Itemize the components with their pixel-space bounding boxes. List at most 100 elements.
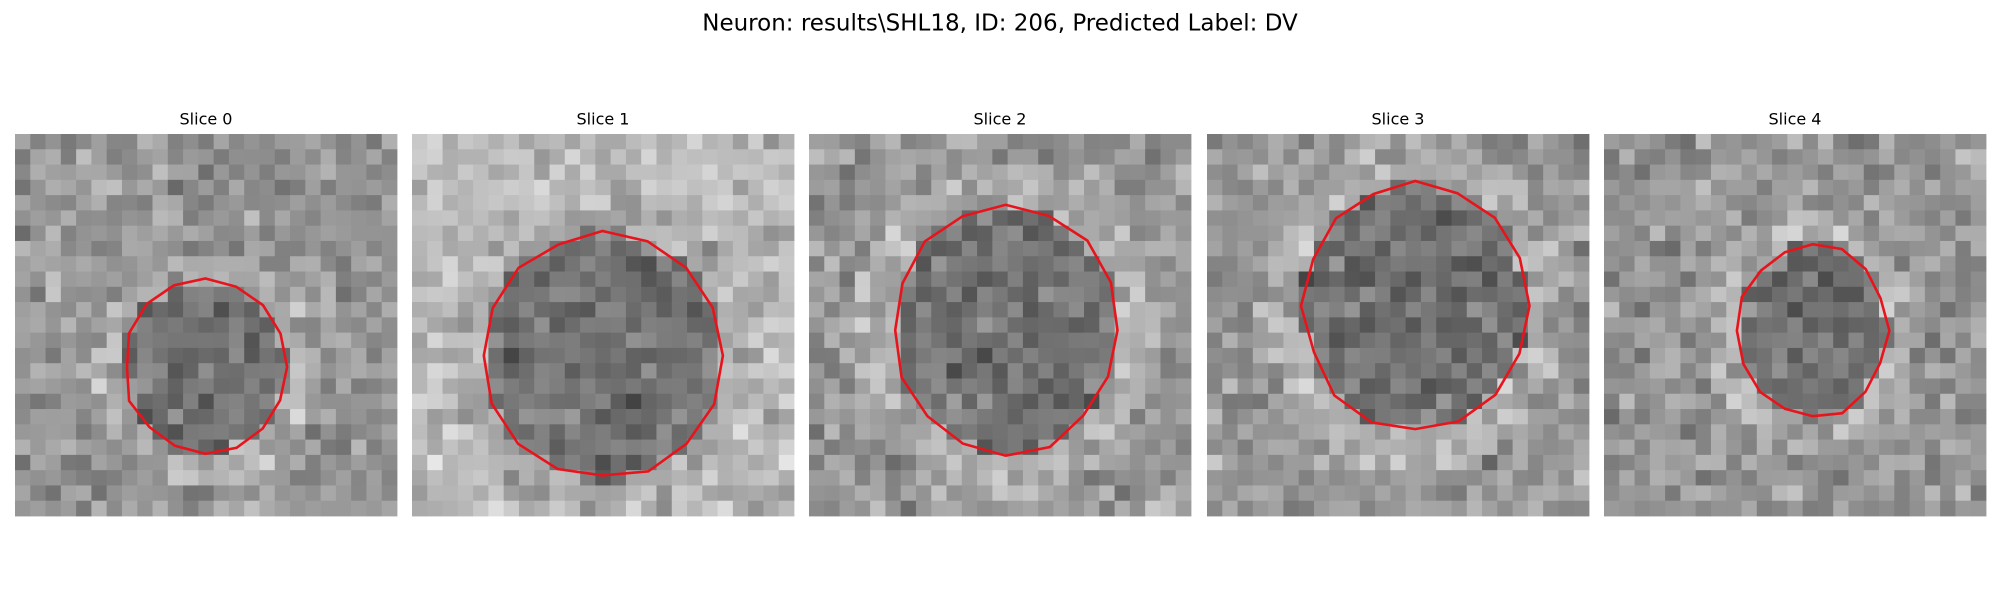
image-pixel — [1940, 210, 1956, 227]
image-pixel — [1756, 195, 1773, 211]
image-pixel — [228, 454, 245, 471]
image-pixel — [1833, 302, 1849, 318]
image-pixel — [1482, 454, 1498, 471]
image-pixel — [854, 317, 871, 334]
image-pixel — [121, 302, 138, 318]
image-pixel — [595, 378, 612, 395]
image-pixel — [549, 149, 566, 165]
image-pixel — [228, 500, 245, 517]
image-pixel — [1466, 485, 1483, 502]
image-pixel — [1114, 439, 1131, 456]
image-pixel — [1665, 271, 1681, 288]
image-pixel — [580, 332, 596, 349]
image-pixel — [1436, 347, 1452, 364]
image-pixel — [427, 485, 443, 502]
image-pixel — [580, 179, 596, 196]
image-pixel — [1527, 210, 1544, 227]
image-pixel — [1160, 409, 1177, 425]
image-pixel — [1084, 363, 1100, 379]
image-pixel — [1451, 363, 1468, 379]
image-pixel — [1909, 240, 1926, 257]
image-pixel — [488, 225, 505, 242]
image-pixel — [946, 454, 963, 471]
image-pixel — [60, 363, 77, 379]
image-pixel — [1268, 179, 1284, 196]
image-pixel — [1497, 470, 1513, 486]
image-pixel — [1924, 363, 1941, 379]
image-pixel — [1237, 393, 1254, 410]
image-pixel — [412, 286, 428, 303]
image-pixel — [1466, 363, 1483, 379]
image-pixel — [351, 225, 367, 242]
image-pixel — [1879, 363, 1895, 379]
image-pixel — [1298, 271, 1315, 288]
image-pixel — [106, 210, 123, 227]
image-pixel — [60, 454, 77, 471]
image-pixel — [778, 256, 795, 272]
image-pixel — [1833, 179, 1849, 196]
image-pixel — [839, 332, 856, 349]
image-pixel — [457, 393, 474, 410]
image-pixel — [824, 317, 840, 334]
image-pixel — [274, 225, 291, 242]
image-pixel — [1390, 286, 1407, 303]
image-pixel — [1527, 332, 1544, 349]
image-pixel — [213, 332, 230, 349]
image-pixel — [518, 424, 535, 440]
image-pixel — [1756, 424, 1773, 440]
image-pixel — [274, 164, 291, 181]
image-pixel — [1466, 332, 1483, 349]
image-pixel — [1756, 179, 1773, 196]
image-pixel — [839, 317, 856, 334]
image-pixel — [1772, 195, 1788, 211]
image-pixel — [1344, 485, 1361, 502]
image-pixel — [1207, 317, 1223, 334]
image-pixel — [473, 485, 489, 502]
image-pixel — [625, 149, 642, 165]
image-pixel — [1543, 256, 1559, 272]
image-pixel — [1940, 393, 1956, 410]
image-pixel — [503, 149, 520, 165]
image-pixel — [1512, 409, 1529, 425]
image-pixel — [549, 179, 566, 196]
image-pixel — [1558, 179, 1575, 196]
image-pixel — [1756, 240, 1773, 257]
image-pixel — [45, 332, 62, 349]
image-pixel — [1329, 409, 1345, 425]
image-pixel — [412, 424, 428, 440]
image-pixel — [152, 256, 169, 272]
image-pixel — [213, 195, 230, 211]
image-pixel — [381, 317, 398, 334]
image-pixel — [854, 500, 871, 517]
image-pixel — [1726, 454, 1742, 471]
image-pixel — [1114, 302, 1131, 318]
image-pixel — [1359, 485, 1376, 502]
image-pixel — [1359, 302, 1376, 318]
image-pixel — [152, 164, 169, 181]
image-pixel — [1772, 363, 1788, 379]
image-pixel — [1114, 363, 1131, 379]
image-pixel — [274, 271, 291, 288]
image-pixel — [717, 286, 734, 303]
image-pixel — [1543, 470, 1559, 486]
image-pixel — [259, 470, 276, 486]
image-pixel — [1053, 378, 1070, 395]
image-pixel — [259, 393, 276, 410]
image-pixel — [1940, 256, 1956, 272]
image-pixel — [76, 347, 92, 364]
image-pixel — [1604, 454, 1620, 471]
image-pixel — [351, 378, 367, 395]
image-pixel — [763, 195, 780, 211]
image-pixel — [1145, 210, 1161, 227]
image-pixel — [167, 363, 184, 379]
image-pixel — [1099, 240, 1115, 257]
image-pixel — [1710, 286, 1727, 303]
image-pixel — [152, 332, 169, 349]
image-pixel — [839, 439, 856, 456]
image-pixel — [1405, 210, 1422, 227]
image-pixel — [1313, 409, 1330, 425]
image-pixel — [1466, 179, 1483, 196]
image-pixel — [915, 134, 932, 150]
image-pixel — [1756, 470, 1773, 486]
image-pixel — [60, 378, 77, 395]
